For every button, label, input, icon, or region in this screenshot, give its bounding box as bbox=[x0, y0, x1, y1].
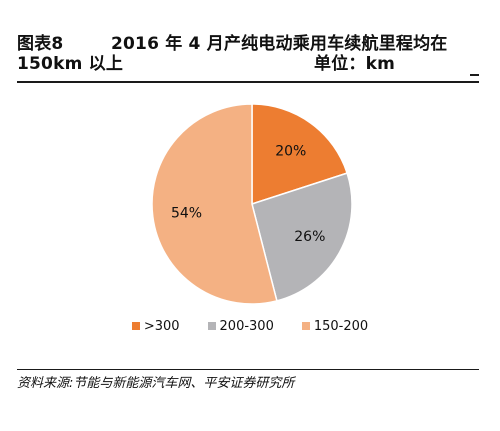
title-text-line-2: 150km 以上 bbox=[17, 54, 124, 74]
legend-swatch bbox=[131, 322, 140, 330]
legend-swatch bbox=[207, 322, 216, 330]
legend-label: 200-300 bbox=[219, 319, 274, 334]
bottom-rule bbox=[17, 369, 479, 370]
figure-number: 图表8 bbox=[17, 34, 64, 54]
pie-chart: 20% 26% 54% bbox=[151, 103, 353, 305]
source-note: 资料来源:节能与新能源汽车网、平安证券研究所 bbox=[17, 376, 295, 391]
legend-swatch bbox=[301, 322, 310, 330]
chart-title: 图表8 2016 年 4 月产纯电动乘用车续航里程均在 150km 以上 单位：k… bbox=[17, 34, 479, 74]
legend-label: 150-200 bbox=[313, 319, 369, 334]
legend-label: >300 bbox=[143, 319, 180, 334]
data-label: 54% bbox=[171, 205, 202, 221]
title-line-2: 150km 以上 单位：km bbox=[17, 54, 479, 74]
legend-item: >300 bbox=[131, 319, 180, 334]
title-text-line-1: 2016 年 4 月产纯电动乘用车续航里程均在 bbox=[111, 34, 448, 54]
title-line-1: 图表8 2016 年 4 月产纯电动乘用车续航里程均在 bbox=[17, 34, 479, 54]
pie-slice-300 bbox=[251, 103, 349, 206]
top-rule bbox=[17, 81, 479, 83]
title-rule-tick bbox=[470, 74, 479, 76]
unit-label: 单位：km bbox=[314, 54, 396, 74]
chart-legend: >300 200-300 150-200 bbox=[0, 319, 500, 334]
data-label: 26% bbox=[294, 229, 325, 245]
pie-slice-200-300 bbox=[251, 172, 353, 302]
legend-item: 150-200 bbox=[301, 319, 369, 334]
legend-item: 200-300 bbox=[207, 319, 274, 334]
pie-slice-150-200 bbox=[151, 103, 278, 305]
data-label: 20% bbox=[275, 144, 306, 160]
